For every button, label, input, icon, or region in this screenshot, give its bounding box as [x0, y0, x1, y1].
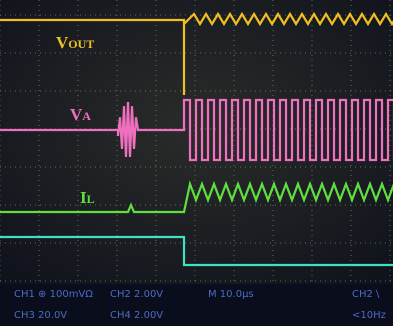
traces [0, 11, 393, 267]
label-main: V [70, 105, 83, 124]
il-label: IL [80, 188, 95, 207]
label-main: I [80, 188, 87, 207]
status-text: CH2 2.00V [110, 289, 163, 300]
label-sub: OUT [68, 37, 94, 51]
status-text: CH4 2.00V [110, 310, 163, 321]
label-sub: A [82, 109, 91, 123]
status-text: CH3 20.0V [14, 310, 67, 321]
il-trace [0, 180, 393, 214]
status-text: M 10.0µs [208, 289, 254, 300]
ch4-trace [0, 235, 393, 267]
va-trace [0, 98, 393, 162]
vout-trace [0, 11, 393, 95]
status-text: <10Hz [352, 310, 386, 321]
label-main: V [56, 33, 69, 52]
status-text: CH1 ⊕ 100mVΩ [14, 289, 93, 300]
vout-label: VOUT [56, 33, 94, 52]
label-sub: L [87, 192, 95, 206]
va-label: VA [70, 105, 91, 124]
status-text: CH2 \ [352, 289, 380, 300]
